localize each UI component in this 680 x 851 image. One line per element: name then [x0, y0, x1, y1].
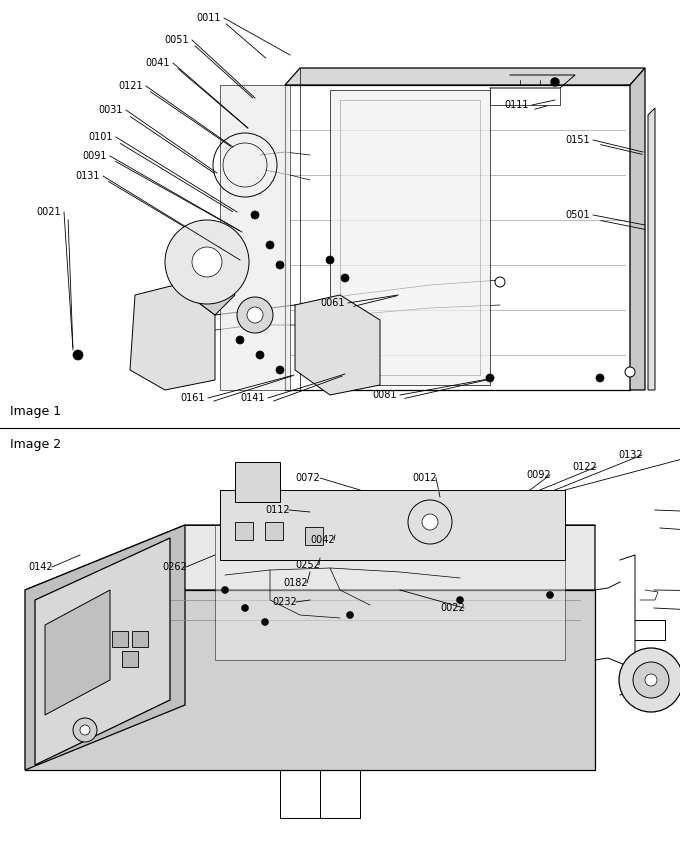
Text: 0021: 0021 — [36, 207, 61, 217]
Polygon shape — [175, 275, 235, 315]
Polygon shape — [648, 108, 655, 390]
Circle shape — [236, 336, 244, 344]
Text: 0252: 0252 — [295, 560, 320, 570]
Circle shape — [547, 591, 554, 598]
Circle shape — [73, 350, 83, 360]
Polygon shape — [220, 85, 290, 390]
Text: 0012: 0012 — [412, 473, 437, 483]
Circle shape — [625, 367, 635, 377]
Text: 0022: 0022 — [440, 603, 464, 613]
Text: 0031: 0031 — [98, 105, 122, 115]
Text: 0101: 0101 — [88, 132, 112, 142]
Circle shape — [276, 261, 284, 269]
Circle shape — [241, 604, 248, 612]
Circle shape — [165, 220, 249, 304]
Polygon shape — [130, 285, 215, 390]
Circle shape — [341, 274, 349, 282]
Circle shape — [251, 211, 259, 219]
Text: 0081: 0081 — [372, 390, 396, 400]
Text: 0131: 0131 — [75, 171, 99, 181]
Text: 0112: 0112 — [265, 505, 290, 515]
Circle shape — [551, 78, 559, 86]
Text: 0121: 0121 — [118, 81, 143, 91]
Polygon shape — [25, 525, 185, 770]
Bar — [132, 631, 148, 647]
Circle shape — [619, 648, 680, 712]
Circle shape — [326, 256, 334, 264]
Polygon shape — [295, 295, 380, 395]
Polygon shape — [45, 590, 110, 715]
Polygon shape — [330, 90, 490, 385]
Circle shape — [266, 241, 274, 249]
Circle shape — [256, 351, 264, 359]
Text: 0042: 0042 — [310, 535, 335, 545]
Text: 0111: 0111 — [504, 100, 528, 110]
Text: 0122: 0122 — [572, 462, 597, 472]
Text: 0182: 0182 — [283, 578, 307, 588]
Circle shape — [80, 725, 90, 735]
Text: 0061: 0061 — [320, 298, 345, 308]
Circle shape — [495, 277, 505, 287]
Polygon shape — [285, 68, 645, 85]
Circle shape — [276, 366, 284, 374]
Circle shape — [596, 374, 604, 382]
Text: 0151: 0151 — [565, 135, 590, 145]
Text: 0072: 0072 — [295, 473, 320, 483]
Bar — [265, 522, 283, 540]
Circle shape — [456, 597, 464, 603]
Bar — [305, 527, 323, 545]
Text: 0262: 0262 — [162, 562, 187, 572]
Text: 0091: 0091 — [82, 151, 107, 161]
Circle shape — [73, 718, 97, 742]
Circle shape — [262, 619, 269, 625]
Circle shape — [408, 500, 452, 544]
Polygon shape — [630, 68, 645, 390]
Circle shape — [347, 612, 354, 619]
Text: 0011: 0011 — [196, 13, 220, 23]
Polygon shape — [35, 538, 170, 765]
Bar — [235, 462, 280, 502]
Polygon shape — [25, 590, 595, 770]
Bar — [122, 651, 138, 667]
Text: 0232: 0232 — [272, 597, 296, 607]
Polygon shape — [25, 525, 595, 590]
Bar — [112, 631, 128, 647]
Text: 0161: 0161 — [180, 393, 205, 403]
Text: 0501: 0501 — [565, 210, 590, 220]
Circle shape — [192, 247, 222, 277]
Circle shape — [486, 374, 494, 382]
Text: 0141: 0141 — [240, 393, 265, 403]
Circle shape — [247, 307, 263, 323]
Text: 0132: 0132 — [618, 450, 643, 460]
Circle shape — [422, 514, 438, 530]
Text: 0142: 0142 — [28, 562, 52, 572]
Text: Image 2: Image 2 — [10, 438, 61, 451]
Circle shape — [237, 297, 273, 333]
Text: Image 1: Image 1 — [10, 405, 61, 418]
Circle shape — [633, 662, 669, 698]
Circle shape — [222, 586, 228, 593]
Bar — [235, 522, 253, 540]
Circle shape — [645, 674, 657, 686]
Polygon shape — [220, 490, 565, 560]
Text: 0092: 0092 — [526, 470, 551, 480]
Text: 0051: 0051 — [164, 35, 188, 45]
Polygon shape — [215, 525, 565, 660]
Text: 0041: 0041 — [145, 58, 169, 68]
